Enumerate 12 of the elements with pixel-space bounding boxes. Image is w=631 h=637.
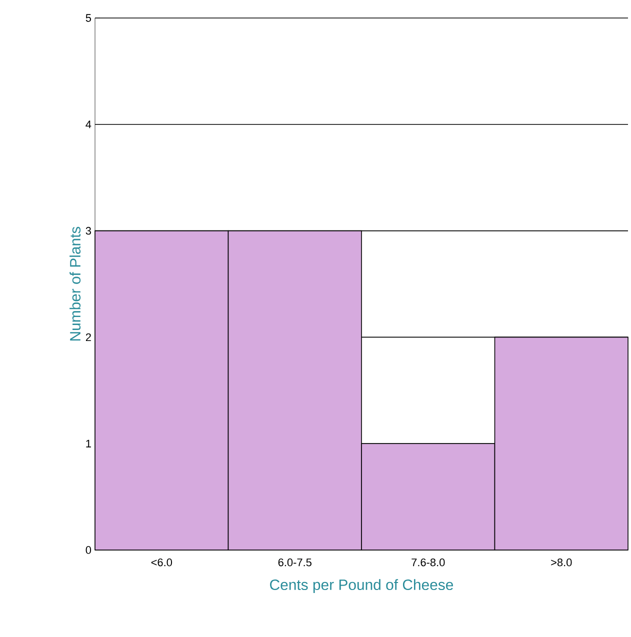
x-tick-label: 6.0-7.5: [278, 558, 312, 566]
y-axis-title: Number of Plants: [70, 226, 81, 341]
y-tick-label: 4: [86, 120, 92, 128]
y-tick-label: 1: [86, 440, 91, 448]
x-tick-label: <6.0: [151, 558, 172, 566]
y-tick-label: 3: [86, 226, 91, 235]
x-tick-label: 7.6-8.0: [412, 558, 445, 566]
y-tick-label: 5: [86, 14, 92, 22]
x-tick-label: >8.0: [551, 558, 572, 566]
y-tick-label: 0: [86, 546, 92, 554]
y-tick-label: 2: [86, 333, 91, 342]
x-axis-title: Cents per Pound of Cheese: [270, 579, 454, 593]
